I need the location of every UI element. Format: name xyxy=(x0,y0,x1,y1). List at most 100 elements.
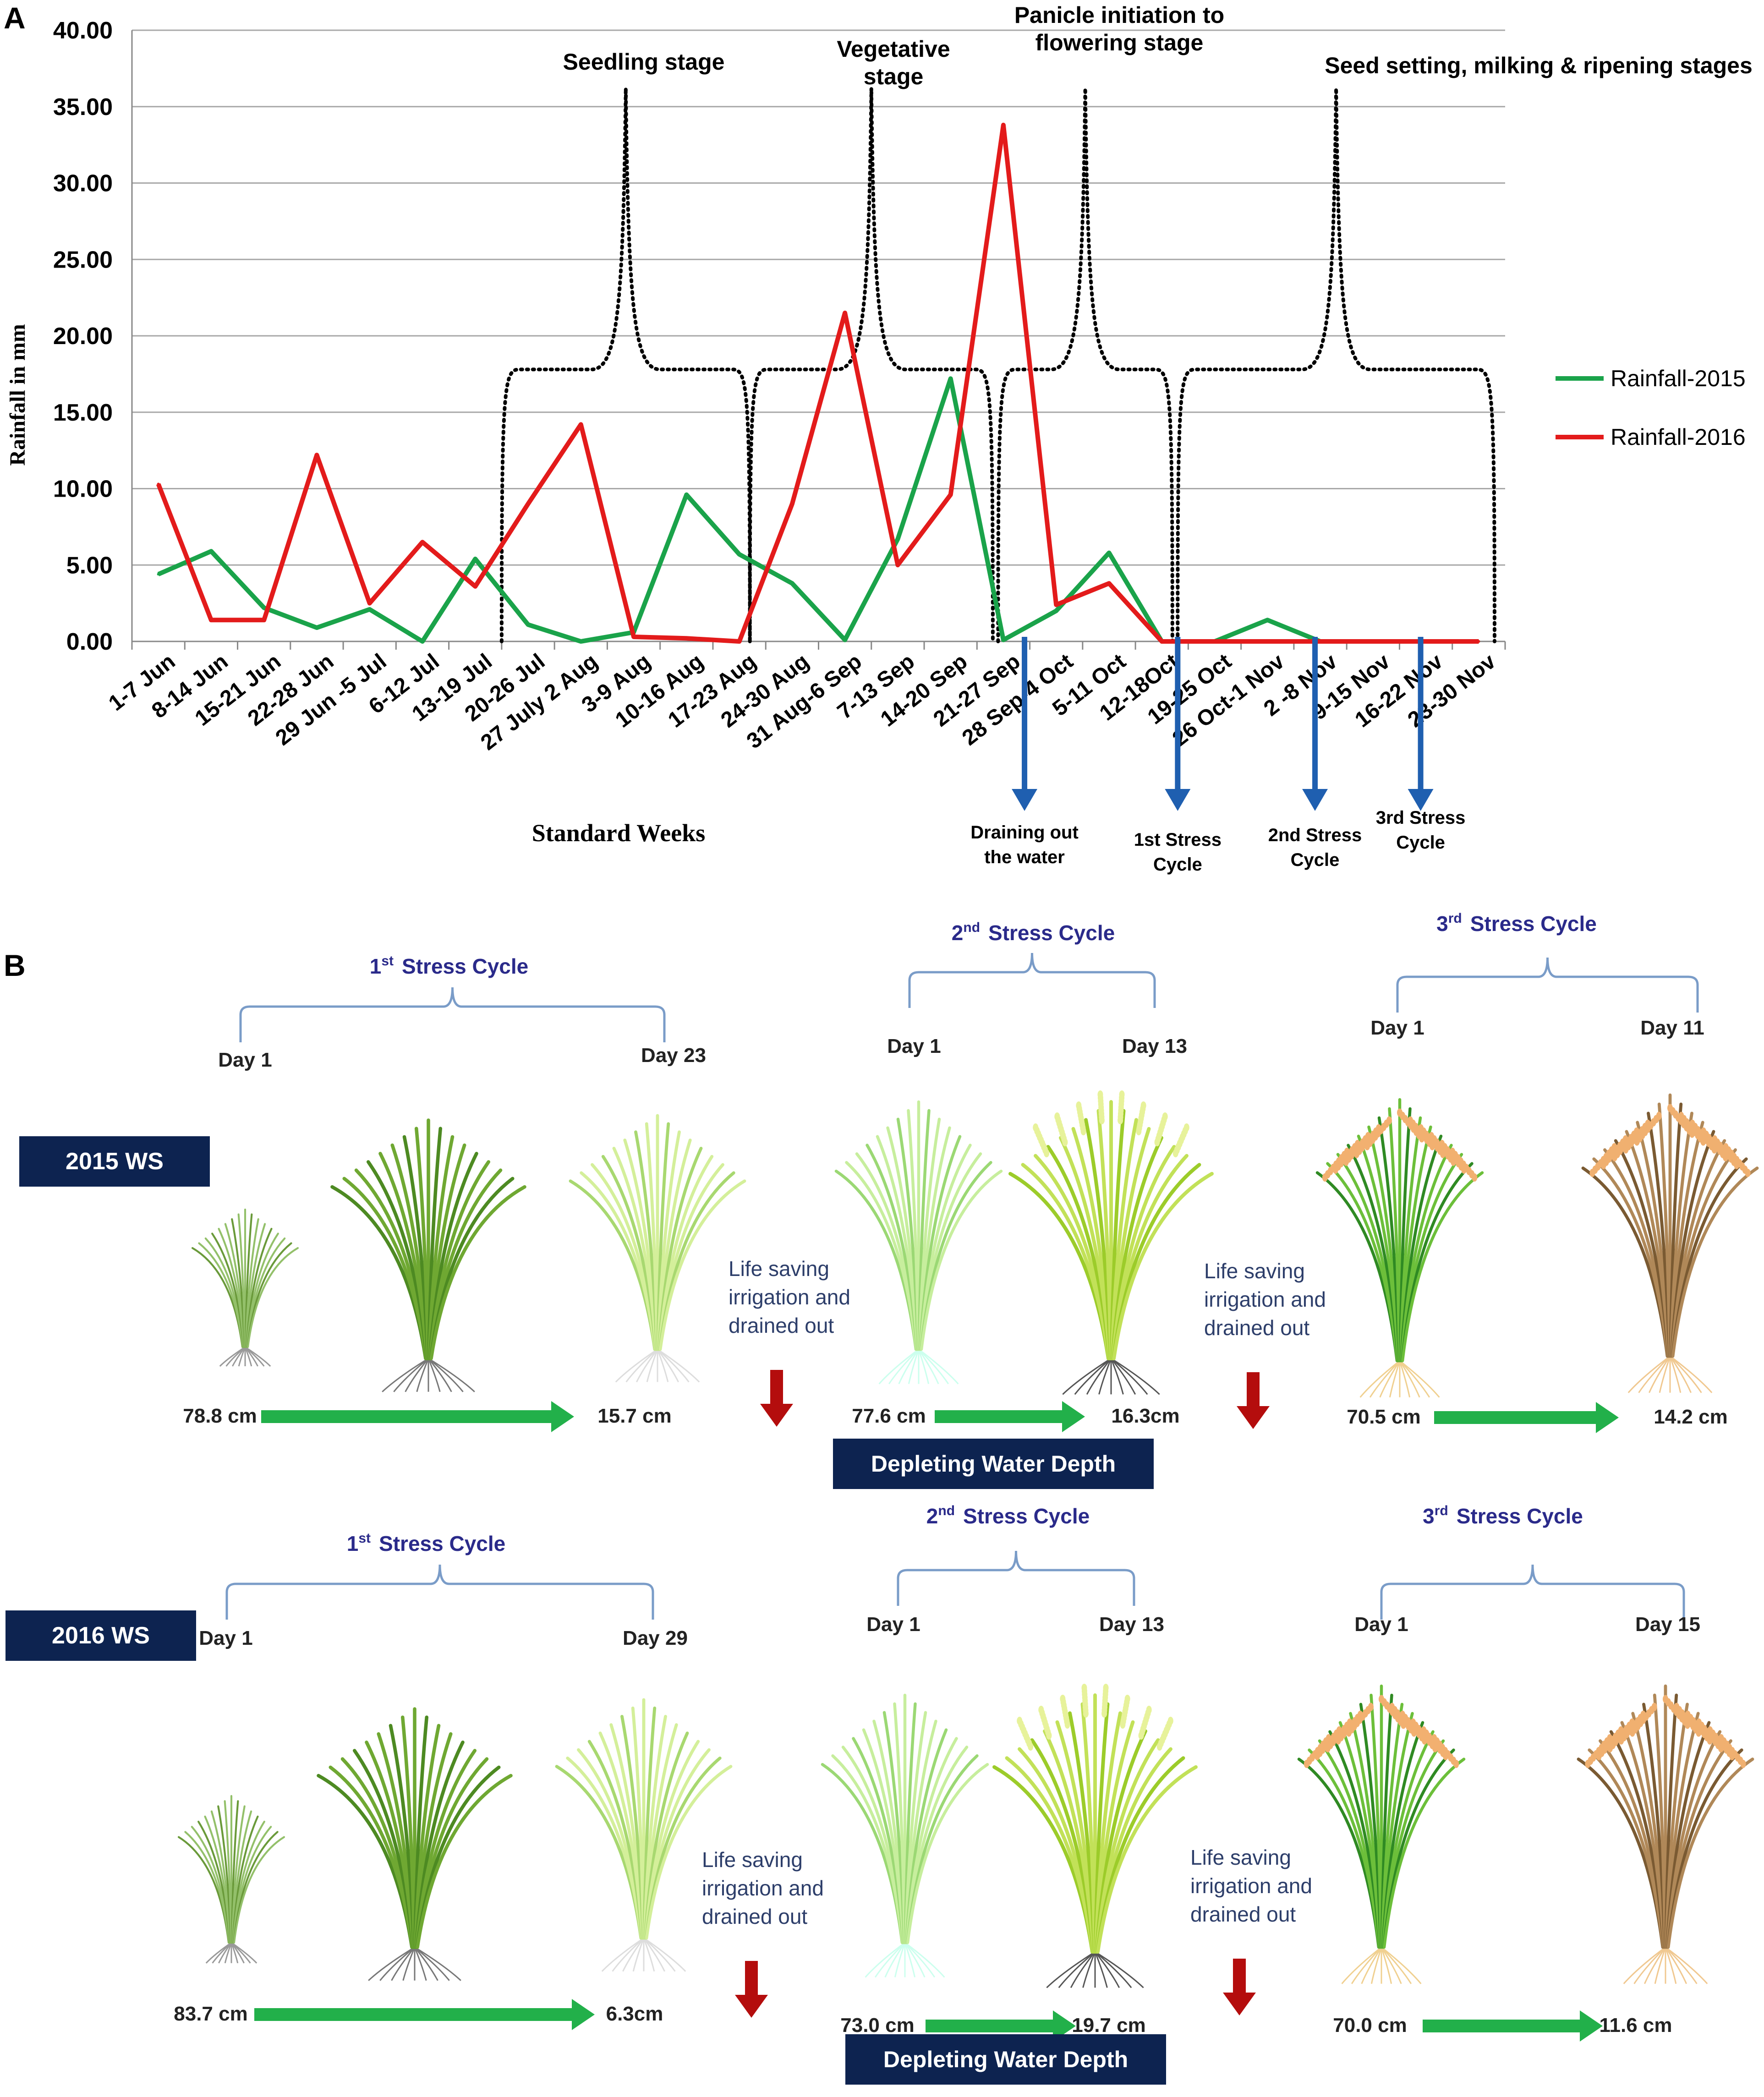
panel-label-b: B xyxy=(4,948,26,982)
rice-plant-icon xyxy=(317,1707,513,1981)
irrigation-note: drained out xyxy=(702,1905,807,1928)
irrigation-note: Life saving xyxy=(729,1257,829,1281)
rice-plant-icon xyxy=(992,1684,1198,1988)
rice-plant-icon xyxy=(834,1100,1003,1385)
cycle-title-text: Stress Cycle xyxy=(963,1504,1090,1528)
rice-plant-icon xyxy=(555,1698,733,1972)
cycle-bracket xyxy=(1396,957,1699,1013)
irrigation-note: irrigation and xyxy=(729,1285,850,1309)
rice-plant-icon xyxy=(1297,1684,1466,1984)
cycle-bracket xyxy=(225,1564,654,1620)
event-arrow-head xyxy=(1408,789,1434,811)
stage-curve xyxy=(1176,88,1496,643)
data-point xyxy=(1055,603,1058,606)
day-end-label: Day 15 xyxy=(1635,1613,1700,1636)
depleting-arrow-head xyxy=(1580,2010,1603,2042)
y-tick-label: 0.00 xyxy=(66,629,113,655)
y-tick-label: 15.00 xyxy=(53,400,113,426)
rice-plant-icon xyxy=(191,1208,299,1367)
cycle-ordinal-suffix: rd xyxy=(1448,911,1462,926)
cycle-ordinal-suffix: rd xyxy=(1435,1503,1448,1518)
stage-label: Panicle initiation to flowering stage xyxy=(1014,2,1224,55)
irrigation-arrow-head xyxy=(760,1404,793,1427)
depleting-arrow-head xyxy=(572,1999,595,2030)
rice-plant-icon xyxy=(821,1693,989,1978)
event-label: Cycle xyxy=(1396,832,1445,853)
depleting-arrow-shaft xyxy=(1434,1411,1597,1424)
day-end-label: Day 13 xyxy=(1099,1613,1164,1636)
data-point xyxy=(526,623,530,626)
y-tick-label: 25.00 xyxy=(53,246,113,273)
stage-label: Seedling stage xyxy=(563,49,725,75)
cycle-title: 2nd Stress Cycle xyxy=(952,920,1115,945)
event-arrow-head xyxy=(1012,789,1038,811)
chart-legend: Rainfall-2015 Rainfall-2016 xyxy=(1556,366,1746,450)
season-badge xyxy=(5,1610,196,1661)
event-label: the water xyxy=(984,847,1065,867)
cycle-ordinal: 2 xyxy=(926,1504,938,1528)
data-series xyxy=(156,122,1480,644)
data-point xyxy=(368,602,371,605)
cycle-bracket xyxy=(897,1550,1135,1606)
depth-start-label: 83.7 cm xyxy=(174,2003,247,2025)
season-label: 2015 WS xyxy=(66,1148,164,1175)
rice-plant-icon xyxy=(569,1114,746,1383)
data-point xyxy=(685,493,688,496)
depth-end-label: 16.3cm xyxy=(1111,1405,1179,1427)
data-point xyxy=(209,550,213,553)
data-point xyxy=(421,541,424,544)
irrigation-arrow-shaft xyxy=(1247,1372,1260,1409)
stage-curve xyxy=(996,88,1174,643)
data-point xyxy=(1213,640,1216,643)
irrigation-arrow-shaft xyxy=(1233,1959,1246,1995)
y-tick-label: 30.00 xyxy=(53,170,113,197)
panel-label-a: A xyxy=(4,1,26,35)
crop-stage-curves xyxy=(499,88,1496,643)
cycle-title-text: Stress Cycle xyxy=(1470,912,1597,936)
plants-group xyxy=(191,1090,1759,1398)
rice-plant-icon xyxy=(1315,1098,1484,1398)
depleting-arrow-shaft xyxy=(926,2020,1054,2032)
data-point xyxy=(790,582,794,585)
data-point xyxy=(844,311,847,314)
y-tick-label: 5.00 xyxy=(66,552,113,579)
depth-start-label: 77.6 cm xyxy=(852,1405,926,1427)
cycle-ordinal: 3 xyxy=(1436,912,1448,936)
data-point xyxy=(157,573,160,576)
stage-labels: Seedling stage Vegetative stage Panicle ini… xyxy=(563,2,1753,89)
data-point xyxy=(1002,123,1005,126)
event-arrow-head xyxy=(1302,789,1328,811)
irrigation-arrow-shaft xyxy=(770,1370,783,1407)
event-label: Cycle xyxy=(1153,854,1202,875)
rice-plant-icon xyxy=(1008,1090,1214,1395)
data-point xyxy=(685,637,688,640)
cycle-bracket xyxy=(1380,1564,1685,1620)
chart-gridlines xyxy=(131,29,1506,650)
cycle-title: 2nd Stress Cycle xyxy=(926,1503,1090,1528)
data-point xyxy=(209,619,213,622)
depleting-arrow-head xyxy=(1596,1402,1619,1433)
data-point xyxy=(315,454,318,457)
day-start-label: Day 1 xyxy=(218,1049,272,1071)
depleting-arrow-shaft xyxy=(254,2008,573,2021)
cycle-ordinal-suffix: st xyxy=(381,953,394,969)
cycle-ordinal-suffix: nd xyxy=(938,1503,955,1518)
data-point xyxy=(315,626,318,629)
event-arrows: Draining out the water 1st Stress Cycle 2nd … xyxy=(970,637,1465,875)
data-point xyxy=(368,608,371,611)
data-point xyxy=(896,564,899,567)
day-end-label: Day 29 xyxy=(623,1627,688,1649)
y-tick-label: 20.00 xyxy=(53,323,113,350)
plants-group xyxy=(177,1684,1754,1988)
depth-start-label: 78.8 cm xyxy=(183,1405,257,1427)
cycle-ordinal: 2 xyxy=(952,921,964,945)
day-start-label: Day 1 xyxy=(887,1035,941,1057)
cycle-title: 1st Stress Cycle xyxy=(370,953,528,978)
stress-row-2016: 2016 WS 1st Stress Cycle Day 1 Day 29 2nd Stre… xyxy=(5,1503,1754,2085)
depth-start-label: 73.0 cm xyxy=(840,2014,914,2037)
day-end-label: Day 11 xyxy=(1640,1017,1704,1039)
day-start-label: Day 1 xyxy=(199,1627,252,1649)
rainfall-chart: 0.00 5.00 10.00 15.00 20.00 25.00 30.00 35.00 40… xyxy=(5,2,1753,875)
cycle-title-text: Stress Cycle xyxy=(402,954,528,978)
